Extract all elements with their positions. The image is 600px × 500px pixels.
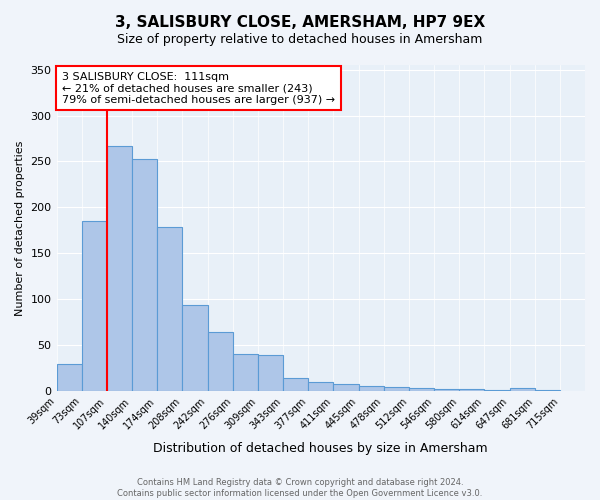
Bar xyxy=(535,390,560,391)
Bar xyxy=(434,390,459,391)
Bar xyxy=(383,386,409,391)
Y-axis label: Number of detached properties: Number of detached properties xyxy=(15,140,25,316)
Bar xyxy=(308,382,334,391)
Bar xyxy=(459,390,484,391)
Bar xyxy=(107,146,132,391)
Bar xyxy=(233,354,258,391)
Bar xyxy=(157,226,182,391)
Text: 3 SALISBURY CLOSE:  111sqm
← 21% of detached houses are smaller (243)
79% of sem: 3 SALISBURY CLOSE: 111sqm ← 21% of detac… xyxy=(62,72,335,104)
Bar xyxy=(258,356,283,391)
Text: Size of property relative to detached houses in Amersham: Size of property relative to detached ho… xyxy=(118,32,482,46)
Bar xyxy=(132,158,157,391)
Bar xyxy=(56,364,82,391)
Bar xyxy=(182,305,208,391)
Text: Contains HM Land Registry data © Crown copyright and database right 2024.
Contai: Contains HM Land Registry data © Crown c… xyxy=(118,478,482,498)
Bar xyxy=(334,384,359,391)
Bar xyxy=(409,388,434,391)
Bar xyxy=(208,332,233,391)
Bar xyxy=(283,378,308,391)
Bar xyxy=(82,221,107,391)
Bar xyxy=(484,390,509,391)
Bar xyxy=(359,386,383,391)
Bar xyxy=(509,388,535,391)
X-axis label: Distribution of detached houses by size in Amersham: Distribution of detached houses by size … xyxy=(154,442,488,455)
Text: 3, SALISBURY CLOSE, AMERSHAM, HP7 9EX: 3, SALISBURY CLOSE, AMERSHAM, HP7 9EX xyxy=(115,15,485,30)
